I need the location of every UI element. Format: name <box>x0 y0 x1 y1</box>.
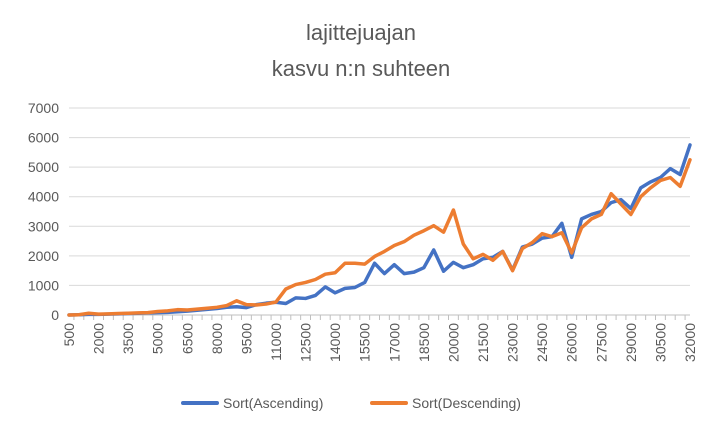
x-tick-label: 21500 <box>475 323 491 362</box>
legend-label: Sort(Descending) <box>412 395 521 411</box>
legend: Sort(Ascending) Sort(Descending) <box>181 395 521 411</box>
x-tick-label: 26000 <box>564 323 580 362</box>
x-tick-label: 24500 <box>534 323 550 362</box>
y-tick-label: 5000 <box>28 159 59 175</box>
series-lines <box>67 143 692 317</box>
y-tick-label: 7000 <box>28 100 59 116</box>
x-tick-label: 32000 <box>682 323 698 362</box>
series-line-1 <box>67 143 692 317</box>
x-tick-label: 15500 <box>357 323 373 362</box>
chart-title-line-1: lajittejuajan <box>306 20 416 45</box>
x-tick-label: 2000 <box>91 323 107 354</box>
x-tick-label: 6500 <box>179 323 195 354</box>
chart-title: lajittejuajan kasvu n:n suhteen <box>272 20 451 81</box>
x-tick-label: 27500 <box>593 323 609 362</box>
y-tick-label: 4000 <box>28 189 59 205</box>
x-tick-label: 18500 <box>416 323 432 362</box>
x-tick-label: 500 <box>61 323 77 347</box>
y-tick-label: 3000 <box>28 218 59 234</box>
chart-title-line-2: kasvu n:n suhteen <box>272 56 451 81</box>
legend-label: Sort(Ascending) <box>223 395 323 411</box>
x-tick-label: 11000 <box>268 323 284 361</box>
x-tick-label: 14000 <box>327 323 343 362</box>
x-tick-label: 20000 <box>445 323 461 362</box>
series-line-2 <box>67 158 692 317</box>
y-tick-label: 2000 <box>28 248 59 264</box>
x-tick-label: 5000 <box>150 323 166 354</box>
x-tick-label: 17000 <box>386 323 402 362</box>
x-tick-label: 9500 <box>238 323 254 354</box>
y-tick-label: 0 <box>51 307 59 323</box>
x-tick-label: 8000 <box>209 323 225 354</box>
x-tick-label: 30500 <box>652 323 668 362</box>
x-axis: 500 2000 3500 5000 6500 8000 9500 11000 12500 140… <box>61 315 698 362</box>
x-tick-label: 29000 <box>623 323 639 362</box>
y-axis: 0 1000 2000 3000 4000 5000 6000 7000 <box>28 100 59 323</box>
y-tick-label: 6000 <box>28 130 59 146</box>
x-tick-label: 23000 <box>505 323 521 362</box>
y-tick-label: 1000 <box>28 277 59 293</box>
x-tick-label: 12500 <box>298 323 314 362</box>
x-tick-label: 3500 <box>120 323 136 354</box>
